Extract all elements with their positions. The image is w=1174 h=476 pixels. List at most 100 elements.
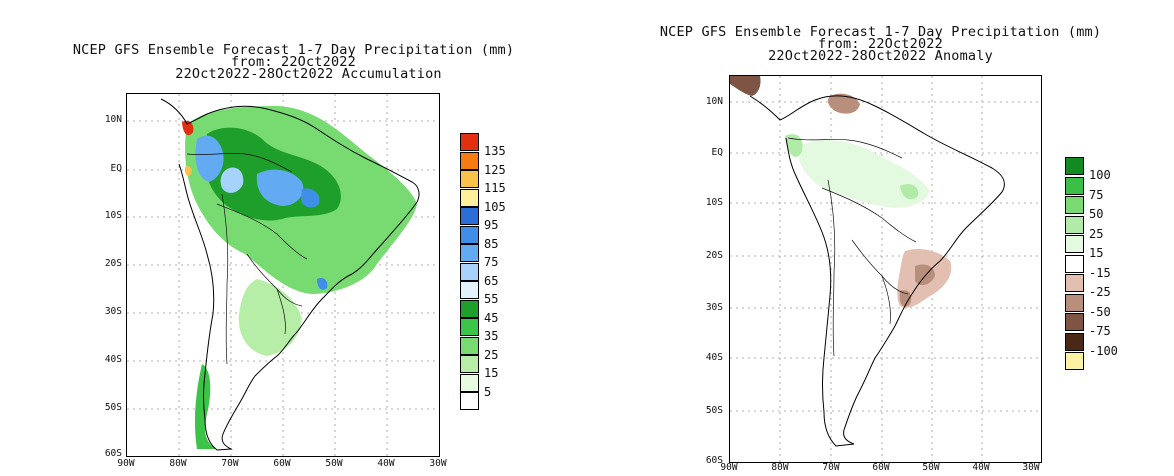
lon-label: 70W [822, 462, 840, 473]
legend-swatch [1065, 254, 1084, 273]
lon-label: 90W [117, 458, 135, 469]
legend-swatch [1065, 352, 1084, 370]
anomaly-fields [730, 76, 952, 308]
legend-label: 85 [484, 236, 499, 251]
lon-label: 40W [972, 462, 990, 473]
precip-fields [182, 106, 417, 449]
lon-label: 90W [720, 462, 738, 473]
country-borders [787, 137, 917, 357]
legend-label: -50 [1089, 304, 1111, 319]
legend-label: 50 [1089, 207, 1104, 221]
legend-swatch [460, 281, 479, 299]
coastline [749, 95, 1005, 447]
lat-label: 20S [705, 250, 723, 261]
lat-label: 40S [104, 354, 122, 365]
legend-swatch [460, 318, 479, 336]
legend-swatch [1065, 332, 1084, 351]
accumulation-panel: NCEP GFS Ensemble Forecast 1-7 Day Preci… [0, 42, 587, 469]
legend-label: 25 [1089, 226, 1104, 241]
title-line-1: NCEP GFS Ensemble Forecast 1-7 Day Preci… [72, 42, 515, 58]
legend-swatch [1065, 313, 1084, 331]
lat-label: 30S [104, 306, 122, 317]
legend-swatch [460, 151, 479, 170]
legend-label: 5 [484, 384, 492, 399]
lat-label: EQ [110, 163, 122, 174]
map-title: NCEP GFS Ensemble Forecast 1-7 Day Preci… [0, 42, 587, 82]
lon-label: 60W [872, 462, 890, 473]
legend-label: -100 [1089, 343, 1118, 358]
lon-label: 60W [273, 458, 291, 469]
legend-label: 25 [484, 347, 499, 362]
legend-label: 75 [1089, 187, 1104, 202]
lon-label: 70W [221, 458, 239, 469]
lon-label: 30W [429, 458, 447, 469]
legend-label: 15 [484, 366, 499, 380]
legend-label: 95 [484, 218, 499, 232]
legend-swatch [1065, 196, 1084, 214]
lon-label: 80W [169, 458, 187, 469]
lat-label: 60S [705, 455, 723, 466]
lon-label: 50W [922, 462, 940, 473]
lon-label: 30W [1022, 462, 1040, 473]
lat-label: 50S [705, 405, 723, 416]
legend-swatch [460, 392, 479, 410]
title-line-2: from: 22Oct2022 [231, 54, 356, 70]
legend-swatch [460, 373, 479, 392]
legend-swatch [1065, 157, 1084, 175]
legend-label: 105 [484, 199, 506, 214]
legend-swatch [460, 225, 479, 244]
title-line-2: from: 22Oct2022 [818, 36, 943, 52]
graticule [730, 76, 1041, 462]
anomaly-map [729, 75, 1042, 463]
legend-swatch [460, 355, 479, 373]
lat-label: 10N [104, 114, 122, 125]
lat-label: 10N [705, 96, 723, 107]
legend-swatch [460, 299, 479, 318]
legend-swatch [1065, 274, 1084, 292]
legend-label: 35 [484, 329, 499, 343]
legend-label: 75 [484, 255, 499, 269]
legend-swatch [1065, 293, 1084, 312]
legend-label: 45 [484, 310, 499, 325]
legend-label: 15 [1089, 246, 1104, 260]
legend-label: -15 [1089, 265, 1111, 280]
legend-label: -75 [1089, 324, 1111, 338]
legend-swatch [460, 207, 479, 225]
lat-label: 30S [705, 302, 723, 313]
accumulation-map-svg [127, 94, 439, 456]
lat-label: EQ [711, 147, 723, 158]
legend-swatch [460, 262, 479, 281]
lon-label: 40W [377, 458, 395, 469]
lat-label: 40S [705, 352, 723, 363]
legend-swatch [460, 170, 479, 188]
lat-label: 10S [705, 197, 723, 208]
lat-label: 20S [104, 258, 122, 269]
legend-swatch [1065, 176, 1084, 195]
coastline [160, 98, 420, 451]
legend-label: 100 [1089, 168, 1111, 182]
legend-swatch [1065, 215, 1084, 234]
legend-label: 115 [484, 181, 506, 195]
map-title: NCEP GFS Ensemble Forecast 1-7 Day Preci… [587, 24, 1174, 64]
legend-swatch [460, 244, 479, 262]
anomaly-map-svg [730, 76, 1041, 462]
lat-label: 50S [104, 402, 122, 413]
lat-label: 10S [104, 210, 122, 221]
legend-label: 65 [484, 273, 499, 288]
legend-label: 135 [484, 144, 506, 158]
title-line-3: 22Oct2022-28Oct2022 Anomaly [768, 48, 993, 64]
country-borders [186, 153, 308, 365]
title-line-3: 22Oct2022-28Oct2022 Accumulation [175, 66, 442, 82]
lon-label: 50W [325, 458, 343, 469]
title-line-1: NCEP GFS Ensemble Forecast 1-7 Day Preci… [659, 24, 1102, 40]
legend-swatch [460, 336, 479, 355]
anomaly-panel: NCEP GFS Ensemble Forecast 1-7 Day Preci… [587, 0, 1174, 476]
lat-label: 60S [104, 448, 122, 459]
accumulation-map [126, 93, 440, 457]
lon-label: 80W [771, 462, 789, 473]
legend-swatch [460, 133, 479, 151]
legend-swatch [460, 188, 479, 207]
legend-label: -25 [1089, 285, 1111, 299]
legend-label: 125 [484, 162, 506, 177]
legend-swatch [1065, 235, 1084, 253]
